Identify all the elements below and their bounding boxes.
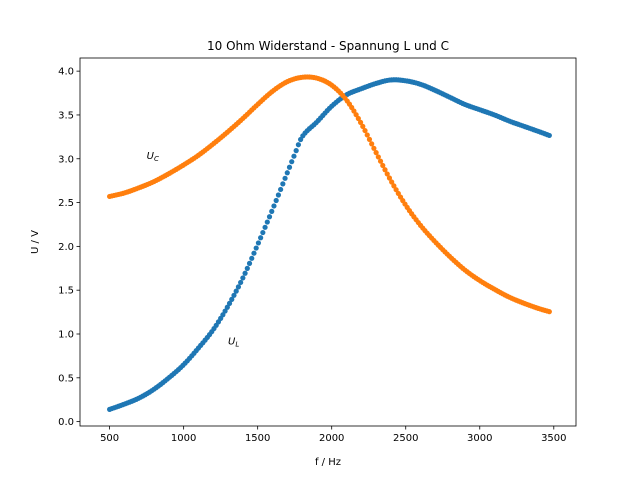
data-point — [233, 288, 239, 294]
data-point — [264, 219, 270, 225]
data-point — [289, 159, 295, 165]
data-point — [384, 171, 390, 177]
data-point — [275, 192, 281, 198]
data-point — [280, 181, 286, 187]
y-tick-label: 0.5 — [58, 373, 74, 384]
data-point — [286, 164, 293, 170]
series-annotation-L: UL — [228, 337, 239, 349]
data-point — [360, 123, 366, 129]
x-axis-label: f / Hz — [315, 457, 341, 468]
y-tick-label: 1.0 — [58, 330, 74, 341]
data-point — [355, 115, 361, 122]
x-tick-label: 2500 — [393, 433, 418, 444]
data-point — [253, 245, 259, 251]
data-point — [229, 296, 235, 302]
data-point — [386, 175, 393, 181]
data-point — [377, 158, 384, 164]
data-point — [251, 250, 257, 256]
data-point — [269, 208, 275, 214]
data-point — [244, 265, 250, 271]
x-tick-label: 1000 — [171, 433, 196, 444]
plot-frame — [79, 57, 577, 427]
data-point — [224, 304, 230, 310]
data-point — [389, 179, 395, 185]
data-point — [353, 112, 359, 118]
data-point — [375, 154, 381, 160]
y-tick-label: 2.0 — [58, 242, 74, 253]
y-tick-label: 2.5 — [58, 198, 74, 209]
y-axis-label: U / V — [30, 230, 41, 254]
annotation-base: U — [147, 151, 155, 162]
annotation-base: U — [228, 337, 236, 348]
data-point — [258, 235, 264, 241]
x-tick-label: 500 — [100, 433, 119, 444]
y-axis: 0.0 0.5 1.0 1.5 2.0 2.5 3.0 3.5 4.0 — [58, 67, 80, 428]
data-point — [278, 186, 284, 193]
data-point — [293, 148, 299, 154]
data-point — [371, 145, 377, 151]
series-layer — [107, 74, 552, 412]
data-point — [295, 142, 301, 148]
data-point — [238, 279, 244, 286]
data-point — [291, 153, 297, 159]
data-point — [226, 300, 233, 306]
data-point — [369, 141, 375, 147]
data-point — [546, 309, 552, 315]
series-C — [107, 74, 552, 315]
data-point — [273, 197, 279, 204]
x-axis: 500 1000 1500 2000 2500 3000 3500 — [100, 426, 567, 444]
data-point — [366, 136, 373, 142]
data-point — [255, 240, 262, 246]
data-point — [249, 255, 255, 261]
data-point — [380, 162, 386, 169]
data-point — [284, 170, 290, 176]
y-tick-label: 1.5 — [58, 286, 74, 297]
data-point — [282, 175, 288, 181]
data-point — [364, 132, 370, 138]
data-point — [362, 127, 368, 134]
y-tick-label: 4.0 — [58, 67, 74, 78]
annotation-subscript: L — [235, 341, 239, 349]
data-point — [271, 203, 277, 209]
x-tick-label: 3500 — [541, 433, 566, 444]
data-point — [391, 183, 397, 189]
data-point — [262, 224, 268, 230]
y-tick-label: 3.5 — [58, 110, 74, 121]
data-point — [382, 167, 388, 173]
data-point — [222, 308, 228, 314]
data-point — [240, 275, 246, 281]
data-point — [266, 214, 273, 220]
x-tick-label: 2000 — [319, 433, 344, 444]
series-annotation-C: UC — [147, 151, 159, 163]
data-point — [246, 260, 253, 266]
x-tick-label: 3000 — [467, 433, 492, 444]
data-point — [373, 150, 379, 156]
y-tick-label: 3.0 — [58, 154, 74, 165]
data-point — [393, 187, 399, 193]
data-point — [260, 229, 266, 236]
chart-title: 10 Ohm Widerstand - Spannung L und C — [207, 39, 449, 53]
data-point — [357, 119, 364, 125]
data-point — [242, 270, 248, 276]
y-tick-label: 0.0 — [58, 417, 74, 428]
annotation-subscript: C — [154, 155, 159, 163]
data-point — [231, 292, 237, 298]
x-tick-label: 1500 — [245, 433, 270, 444]
data-point — [235, 284, 242, 290]
data-point — [546, 132, 552, 139]
